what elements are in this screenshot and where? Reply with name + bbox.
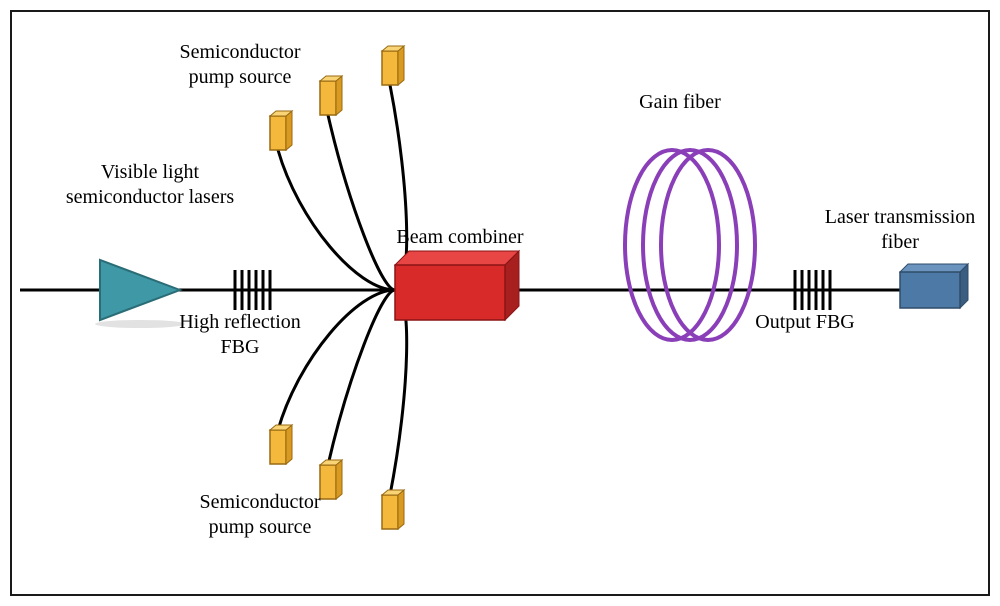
label-laser: Visible light semiconductor lasers <box>45 160 255 210</box>
label-hr-fbg: High reflection FBG <box>150 310 330 360</box>
diagram-svg <box>10 10 990 596</box>
label-output-fbg: Output FBG <box>735 310 875 335</box>
label-combiner: Beam combiner <box>370 225 550 250</box>
label-pump-top: Semiconductor pump source <box>150 40 330 90</box>
label-pump-bottom: Semiconductor pump source <box>170 490 350 540</box>
diagram-container: Visible light semiconductor lasers Semic… <box>0 0 1000 606</box>
label-gain-fiber: Gain fiber <box>600 90 760 115</box>
label-tx-fiber: Laser transmission fiber <box>800 205 1000 255</box>
